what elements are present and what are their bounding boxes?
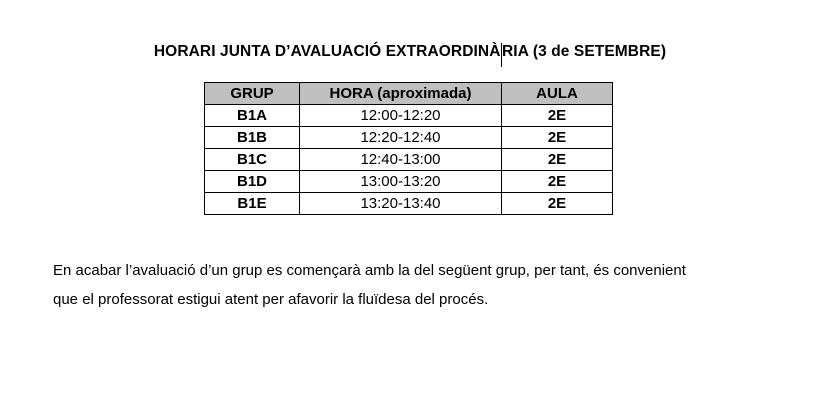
hora-cell: 12:40-13:00	[299, 148, 502, 171]
table-row: B1C 12:40-13:00 2E	[204, 148, 613, 171]
table-header-row: GRUP HORA (aproximada) AULA	[204, 82, 613, 105]
title-text-after-cursor: RIA (3 de SETEMBRE)	[502, 43, 667, 61]
column-header-hora: HORA (aproximada)	[299, 82, 502, 105]
grup-cell: B1D	[204, 170, 300, 193]
aula-cell: 2E	[501, 104, 613, 127]
text-cursor	[500, 43, 502, 67]
schedule-table: GRUP HORA (aproximada) AULA B1A 12:00-12…	[204, 82, 613, 215]
document-title: HORARI JUNTA D’AVALUACIÓ EXTRAORDINÀRIA …	[0, 40, 820, 67]
grup-cell: B1B	[204, 126, 300, 149]
hora-cell: 12:20-12:40	[299, 126, 502, 149]
table-row: B1A 12:00-12:20 2E	[204, 104, 613, 127]
table-row: B1D 13:00-13:20 2E	[204, 170, 613, 193]
hora-cell: 13:00-13:20	[299, 170, 502, 193]
title-text-before-cursor: HORARI JUNTA D’AVALUACIÓ EXTRAORDINÀ	[153, 43, 501, 61]
grup-cell: B1C	[204, 148, 300, 171]
note-line: En acabar l’avaluació d’un grup es comen…	[53, 262, 686, 279]
table-row: B1B 12:20-12:40 2E	[204, 126, 613, 149]
grup-cell: B1E	[204, 192, 300, 215]
note-paragraph: En acabar l’avaluació d’un grup es comen…	[53, 256, 686, 314]
hora-cell: 12:00-12:20	[299, 104, 502, 127]
grup-cell: B1A	[204, 104, 300, 127]
aula-cell: 2E	[501, 126, 613, 149]
aula-cell: 2E	[501, 192, 613, 215]
column-header-grup: GRUP	[204, 82, 300, 105]
aula-cell: 2E	[501, 148, 613, 171]
column-header-aula: AULA	[501, 82, 613, 105]
aula-cell: 2E	[501, 170, 613, 193]
hora-cell: 13:20-13:40	[299, 192, 502, 215]
table-row: B1E 13:20-13:40 2E	[204, 192, 613, 215]
note-line: que el professorat estigui atent per afa…	[53, 291, 489, 308]
